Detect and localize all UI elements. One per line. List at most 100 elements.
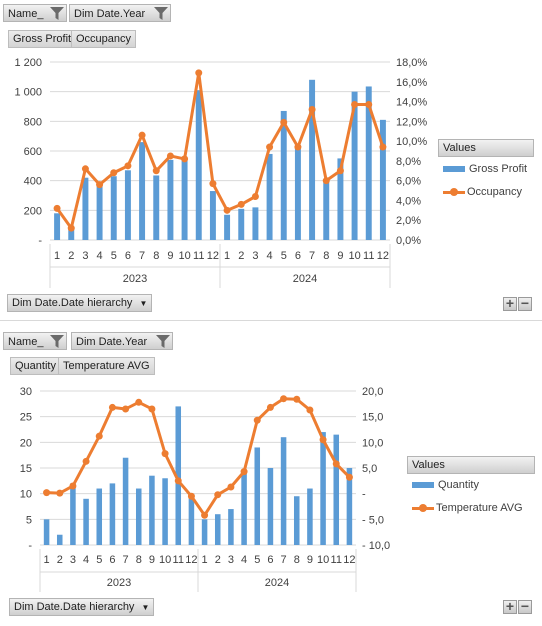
x-year-label: 2024	[265, 577, 289, 589]
bar	[139, 142, 146, 240]
x-month-label: 11	[331, 554, 342, 566]
filter-button-name[interactable]: Name_	[3, 332, 67, 350]
legend-item-quantity[interactable]: Quantity	[412, 479, 479, 491]
x-month-label: 12	[377, 250, 389, 262]
bar	[175, 406, 182, 545]
funnel-filter-icon	[50, 335, 64, 348]
x-month-label: 10	[348, 250, 360, 262]
bar	[153, 175, 160, 240]
legend-title: Values	[438, 139, 534, 157]
line-point	[69, 482, 77, 490]
x-month-label: 12	[343, 554, 355, 566]
legend-item-temperature-avg[interactable]: Temperature AVG	[412, 502, 523, 514]
bar	[307, 488, 313, 545]
line-point	[322, 177, 330, 185]
value-button-quantity[interactable]: Quantity	[10, 357, 61, 375]
x-month-label: 3	[82, 250, 88, 262]
axis-field-button[interactable]: Dim Date.Date hierarchy ▼	[7, 294, 153, 312]
collapse-minus-button[interactable]: −	[518, 599, 532, 614]
bar	[238, 208, 245, 240]
x-month-label: 7	[139, 250, 145, 262]
bar	[320, 432, 326, 545]
line-point	[110, 169, 118, 177]
bar	[209, 191, 216, 240]
value-button-temperature-avg[interactable]: Temperature AVG	[58, 357, 155, 375]
x-month-label: 10	[178, 250, 190, 262]
x-month-label: 7	[123, 554, 129, 566]
line-point	[187, 492, 195, 500]
bar	[351, 91, 358, 240]
y-right-tick-label: 6,0%	[396, 176, 421, 188]
bar	[181, 159, 188, 240]
legend-item-occupancy[interactable]: Occupancy	[443, 186, 522, 198]
line-point	[240, 468, 248, 476]
line-point	[43, 489, 51, 497]
line-point	[152, 167, 160, 175]
x-month-label: 2	[68, 250, 74, 262]
line-point	[181, 155, 189, 163]
bar	[162, 478, 168, 545]
y-left-tick-label: 800	[24, 116, 42, 128]
bar	[82, 177, 89, 240]
x-month-label: 9	[149, 554, 155, 566]
dropdown-arrow-icon: ▼	[141, 603, 150, 612]
line-point	[251, 192, 259, 200]
x-month-label: 10	[317, 554, 329, 566]
combo-chart-gross-profit-occupancy: - 200 400 600 800 1 000 1 200 0,0% 2,0% 4,0% 6,0% 8…	[14, 57, 427, 288]
y-right-tick-label: 12,0%	[396, 116, 427, 128]
x-month-label: 6	[295, 250, 301, 262]
bar	[43, 519, 50, 545]
bar	[70, 483, 76, 545]
line-point	[122, 405, 130, 413]
filter-button-name[interactable]: Name_	[3, 4, 67, 22]
x-month-label: 5	[96, 554, 102, 566]
line-point	[209, 180, 217, 188]
bar	[109, 483, 116, 545]
y-right-tick-label: - 10,0	[362, 540, 390, 552]
x-month-label: 12	[185, 554, 197, 566]
x-month-label: 2	[215, 554, 221, 566]
line-point	[266, 403, 274, 411]
legend-swatch-line	[412, 503, 434, 513]
x-month-label: 11	[363, 250, 374, 262]
y-left-tick-label: 5	[26, 514, 32, 526]
value-button-gross-profit[interactable]: Gross Profit	[8, 30, 77, 48]
line-point	[223, 206, 231, 214]
y-right-tick-label: - 5,0	[362, 514, 384, 526]
y-right-tick-label: 15,0	[362, 412, 383, 424]
line-point	[345, 473, 353, 481]
legend-item-gross-profit[interactable]: Gross Profit	[443, 163, 527, 175]
bar	[167, 159, 174, 240]
y-right-tick-label: 8,0%	[396, 156, 421, 168]
x-year-label: 2024	[293, 273, 317, 285]
bar	[135, 488, 142, 545]
line-point	[148, 405, 156, 413]
x-month-label: 1	[202, 554, 208, 566]
y-right-tick-label: 14,0%	[396, 97, 427, 109]
expand-plus-button[interactable]: +	[503, 599, 517, 614]
collapse-minus-button[interactable]: −	[518, 296, 532, 311]
x-month-label: 8	[136, 554, 142, 566]
expand-plus-button[interactable]: +	[503, 296, 517, 311]
x-month-label: 1	[44, 554, 50, 566]
y-right-tick-label: 20,0	[362, 386, 383, 398]
value-button-occupancy[interactable]: Occupancy	[71, 30, 137, 48]
bar	[122, 457, 129, 545]
line-point	[266, 143, 274, 151]
y-left-tick-label: 25	[20, 412, 32, 424]
x-month-label: 4	[241, 554, 247, 566]
y-right-tick-label: 10,0%	[396, 136, 427, 148]
line-point	[161, 450, 169, 458]
bar	[293, 496, 300, 545]
x-month-label: 3	[252, 250, 258, 262]
x-month-label: 6	[109, 554, 115, 566]
bar	[188, 493, 195, 545]
bar	[323, 179, 330, 240]
axis-field-button[interactable]: Dim Date.Date hierarchy ▼	[9, 598, 155, 616]
filter-button-year[interactable]: Dim Date.Year	[71, 332, 173, 350]
bar	[110, 176, 117, 240]
x-month-label: 8	[323, 250, 329, 262]
axis-field-label: Dim Date.Date hierarchy	[14, 601, 135, 613]
line-point	[365, 101, 373, 109]
filter-button-year[interactable]: Dim Date.Year	[69, 4, 171, 22]
